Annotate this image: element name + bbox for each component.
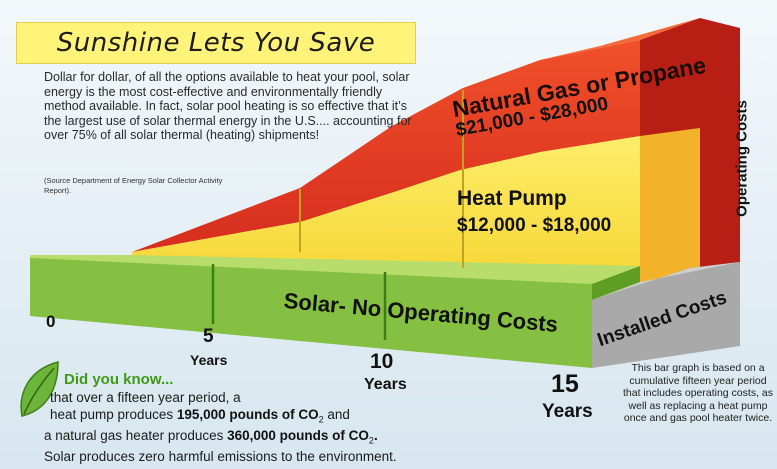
dyk-line-2-bold: 195,000 pounds of CO [176,406,319,422]
x-tick-15-unit: Years [542,401,593,422]
heat-pump-series-range: $12,000 - $18,000 [457,215,612,236]
did-you-know-body: that over a fifteen year period, a heat … [44,390,484,465]
heat-pump-series-label: Heat Pump [457,187,567,210]
solar-band-top [30,255,640,285]
heat-pump-band-side [640,128,700,290]
dyk-line-3-sub: 2 [368,435,374,446]
dyk-line-2-post: and [323,406,350,422]
dyk-line-3-post: . [373,427,378,443]
dyk-line-3-bold: 360,000 pounds of CO [227,427,369,443]
chart-footnote: This bar graph is based on a cumulative … [622,362,773,424]
solar-band-front [30,258,592,368]
x-tick-5: 5 [203,326,214,347]
installed-costs-front [592,262,740,368]
dyk-line-4: Solar produces zero harmful emissions to… [44,448,397,464]
page-title: Sunshine Lets You Save [56,28,376,58]
dyk-line-2: heat pump produces 195,000 pounds of CO2… [44,407,484,428]
heat-pump-band-front [132,136,640,268]
title-banner: Sunshine Lets You Save [16,22,416,64]
dyk-line-3: a natural gas heater produces 360,000 po… [44,428,484,449]
leaf-icon [20,361,59,417]
dyk-line-2-pre: heat pump produces [50,406,177,422]
x-tick-10: 10 [370,350,394,373]
x-tick-5-unit: Years [190,352,228,368]
dyk-line-3-pre: a natural gas heater produces [44,427,228,443]
source-note: (Source Department of Energy Solar Colle… [44,176,223,195]
intro-paragraph: Dollar for dollar, of all the options av… [44,70,412,143]
x-tick-15: 15 [551,370,579,398]
dyk-line-2-sub: 2 [318,414,324,425]
dyk-line-1: that over a fifteen year period, a [50,390,241,405]
y-axis-label: Operating Costs [733,100,751,217]
did-you-know-heading: Did you know... [64,371,174,388]
x-tick-10-unit: Years [364,376,407,393]
x-tick-0: 0 [46,312,56,331]
